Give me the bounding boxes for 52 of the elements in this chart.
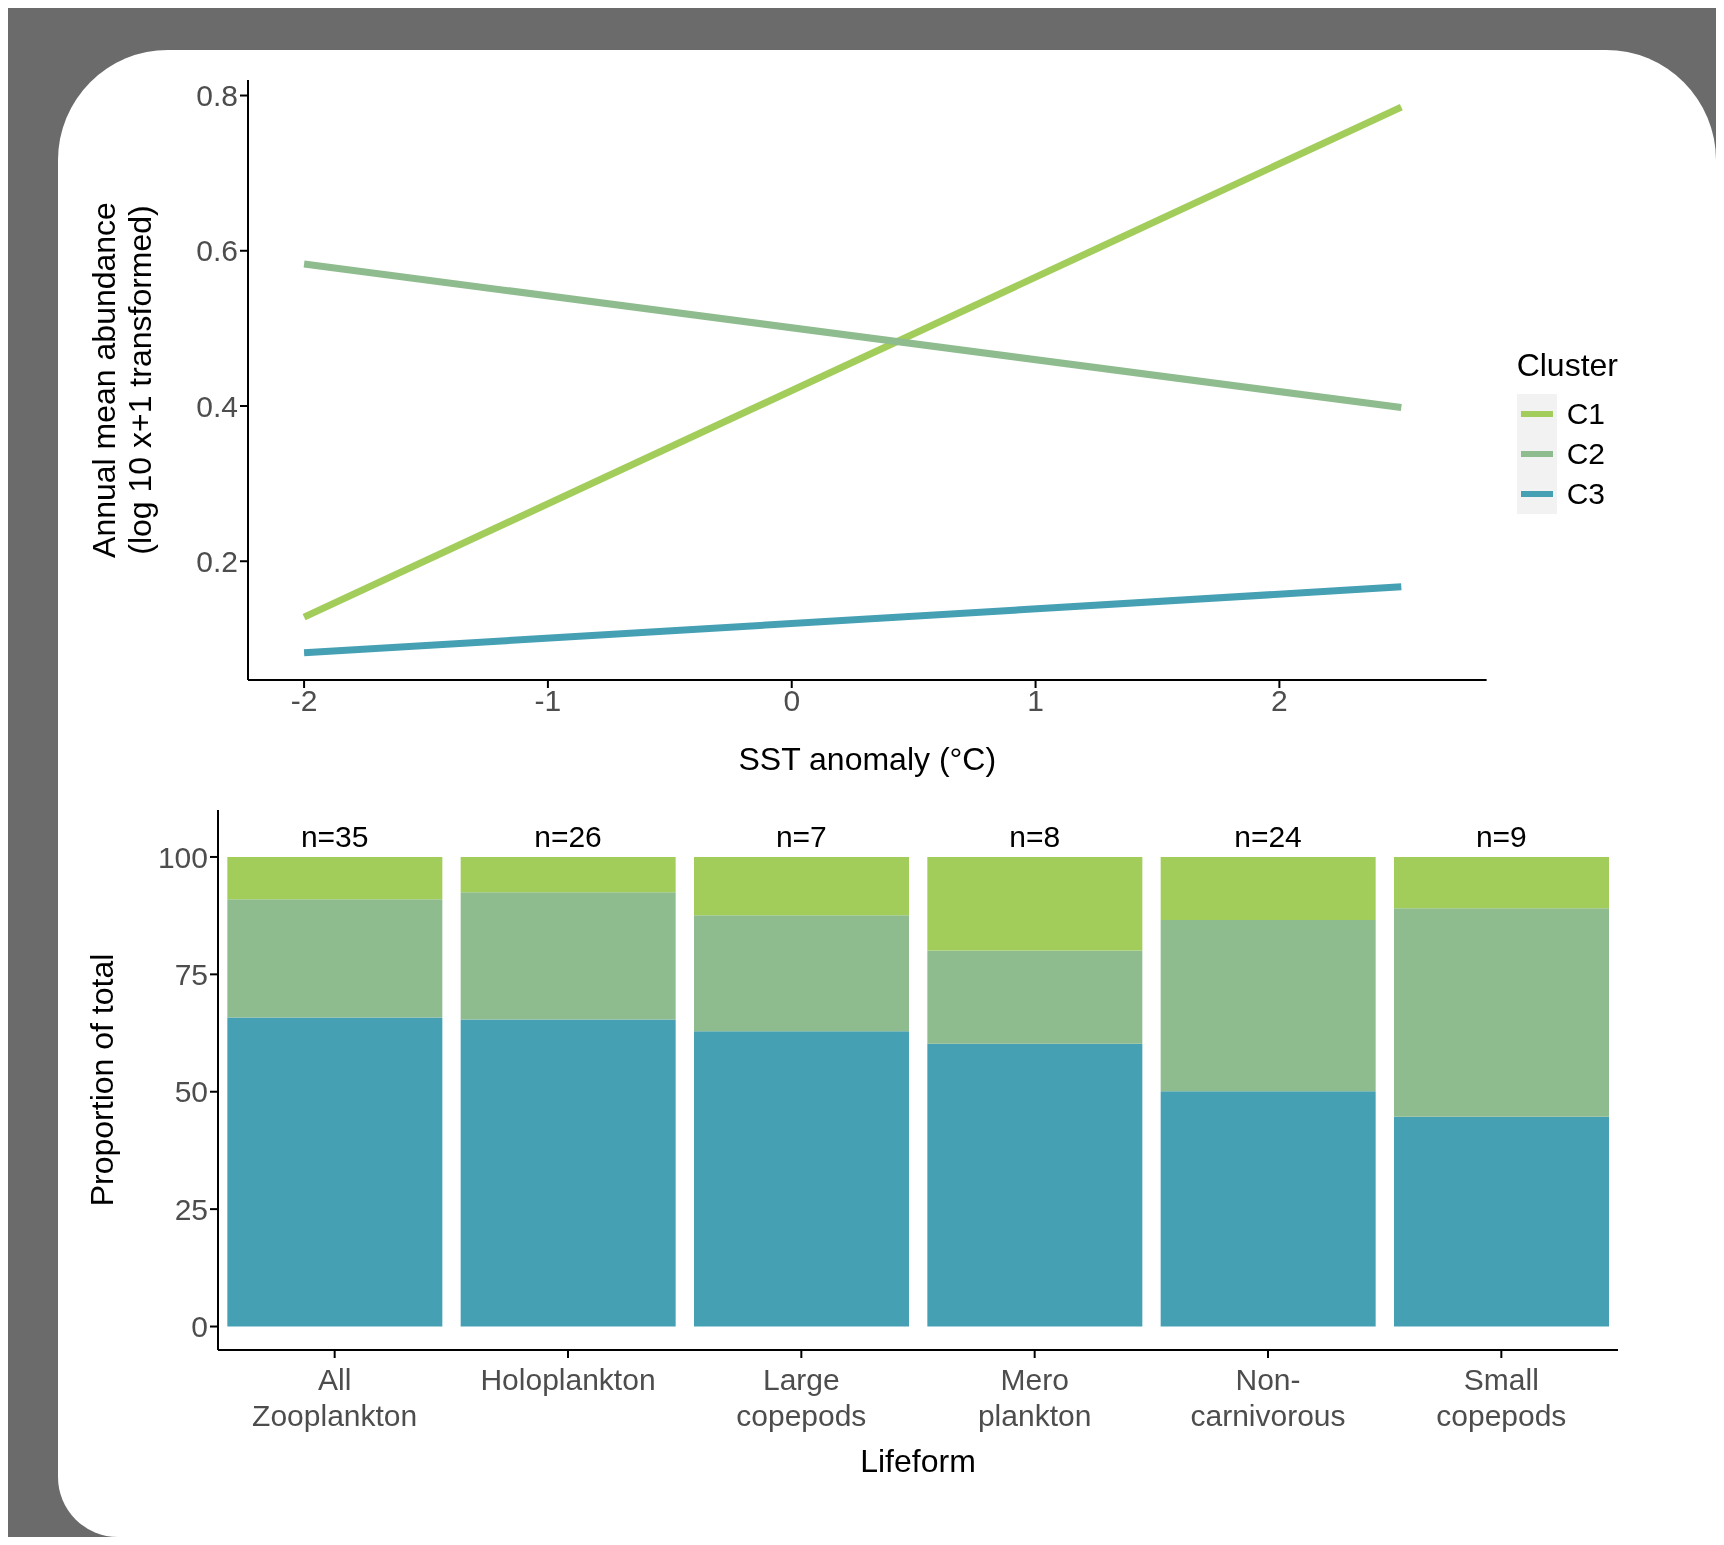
x-axis-title: SST anomaly (°C) [738, 741, 997, 777]
x-tick-label: Non- carnivorous [1190, 1363, 1346, 1432]
bar [460, 1019, 676, 1327]
bar [227, 899, 443, 1018]
bar [460, 856, 676, 893]
y-tick-label: 50 [174, 1075, 208, 1109]
y-tick-label: 0.6 [196, 234, 238, 268]
bar [227, 856, 443, 900]
bar [927, 856, 1143, 951]
y-tick-label: 25 [174, 1192, 208, 1226]
y-axis-title: Annual mean abundance (log 10 x+1 transformed) [85, 202, 159, 558]
x-tick-label: Holoplankton [480, 1363, 656, 1396]
x-tick-label: 1 [1027, 684, 1044, 718]
annotation: n=7 [775, 819, 827, 853]
annotation: n=35 [300, 819, 369, 853]
y-tick-label: 100 [157, 840, 208, 874]
bar [927, 1043, 1143, 1327]
y-tick-label: 0.2 [196, 544, 238, 578]
x-tick-label: -2 [290, 684, 318, 718]
bar [694, 1031, 909, 1327]
x-axis-title: Lifeform [860, 1443, 976, 1479]
x-tick-label: 0 [783, 684, 801, 718]
bar [694, 915, 909, 1032]
annotation: n=26 [534, 819, 602, 853]
legend-label: C3 [1566, 476, 1605, 511]
bar [1160, 856, 1376, 920]
x-tick-label: -1 [534, 684, 562, 718]
annotation: n=9 [1475, 819, 1527, 853]
bar [1160, 1091, 1376, 1327]
x-tick-label: All Zooplankton [252, 1363, 418, 1432]
y-tick-label: 0.8 [196, 79, 238, 113]
y-tick-label: 0.4 [196, 389, 238, 423]
legend-label: C1 [1566, 396, 1605, 431]
bar [694, 856, 909, 916]
y-tick-label: 75 [174, 958, 208, 991]
x-tick-label: Mero plankton [977, 1363, 1092, 1432]
annotation: n=24 [1234, 819, 1302, 853]
legend-title: Cluster [1516, 346, 1618, 384]
bar [1394, 1116, 1609, 1327]
bar [1394, 908, 1609, 1117]
annotation: n=8 [1009, 819, 1061, 853]
legend-label: C2 [1566, 436, 1605, 471]
bar [1160, 919, 1376, 1092]
x-tick-label: Small copepods [1436, 1363, 1567, 1432]
bar [227, 1017, 443, 1327]
bar [460, 892, 676, 1020]
bar [927, 950, 1143, 1044]
x-tick-label: Large copepods [736, 1363, 867, 1432]
bar [1394, 856, 1609, 909]
x-tick-label: 2 [1271, 684, 1288, 718]
y-tick-label: 0 [191, 1310, 208, 1344]
y-axis-title: Proportion of total [84, 953, 120, 1207]
